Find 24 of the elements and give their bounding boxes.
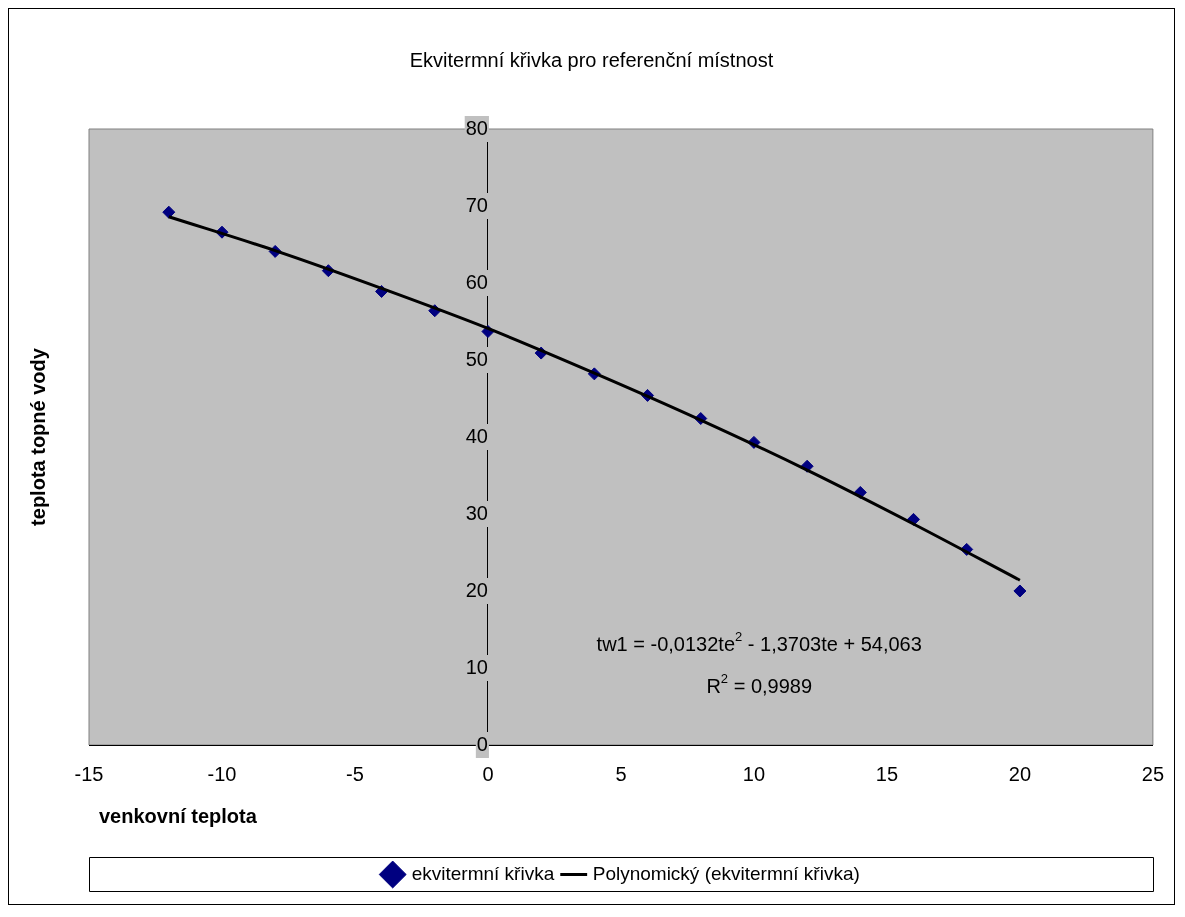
x-tick-label: 25 xyxy=(1141,762,1164,785)
x-tick-label: 5 xyxy=(615,762,627,785)
y-tick-label: 20 xyxy=(465,578,488,601)
y-tick-label: 70 xyxy=(465,193,488,216)
point xyxy=(1013,584,1027,598)
y-tick-label: 50 xyxy=(465,347,488,370)
x-tick-label: 10 xyxy=(742,762,766,785)
x-tick-label: -15 xyxy=(74,762,104,785)
y-tick-label: 0 xyxy=(476,732,488,755)
y-tick-label: 30 xyxy=(465,501,488,524)
x-tick-label: 15 xyxy=(875,762,899,785)
y-tick-label: 40 xyxy=(465,424,488,447)
point xyxy=(162,205,176,219)
chart-title: Ekvitermní křivka pro referenční místnost xyxy=(409,48,774,71)
y-tick-label: 80 xyxy=(465,116,488,139)
legend-label: ekvitermní křivka xyxy=(411,862,555,884)
y-tick-label: 60 xyxy=(465,270,488,293)
legend-label: Polynomický (ekvitermní křivka) xyxy=(592,862,860,884)
x-tick-label: -5 xyxy=(346,762,364,785)
y-tick-label: 10 xyxy=(465,655,488,678)
x-axis-title: venkovní teplota xyxy=(99,804,258,827)
y-axis-title: teplota topné vody xyxy=(26,347,49,526)
x-tick-label: -10 xyxy=(207,762,237,785)
x-tick-label: 20 xyxy=(1008,762,1032,785)
